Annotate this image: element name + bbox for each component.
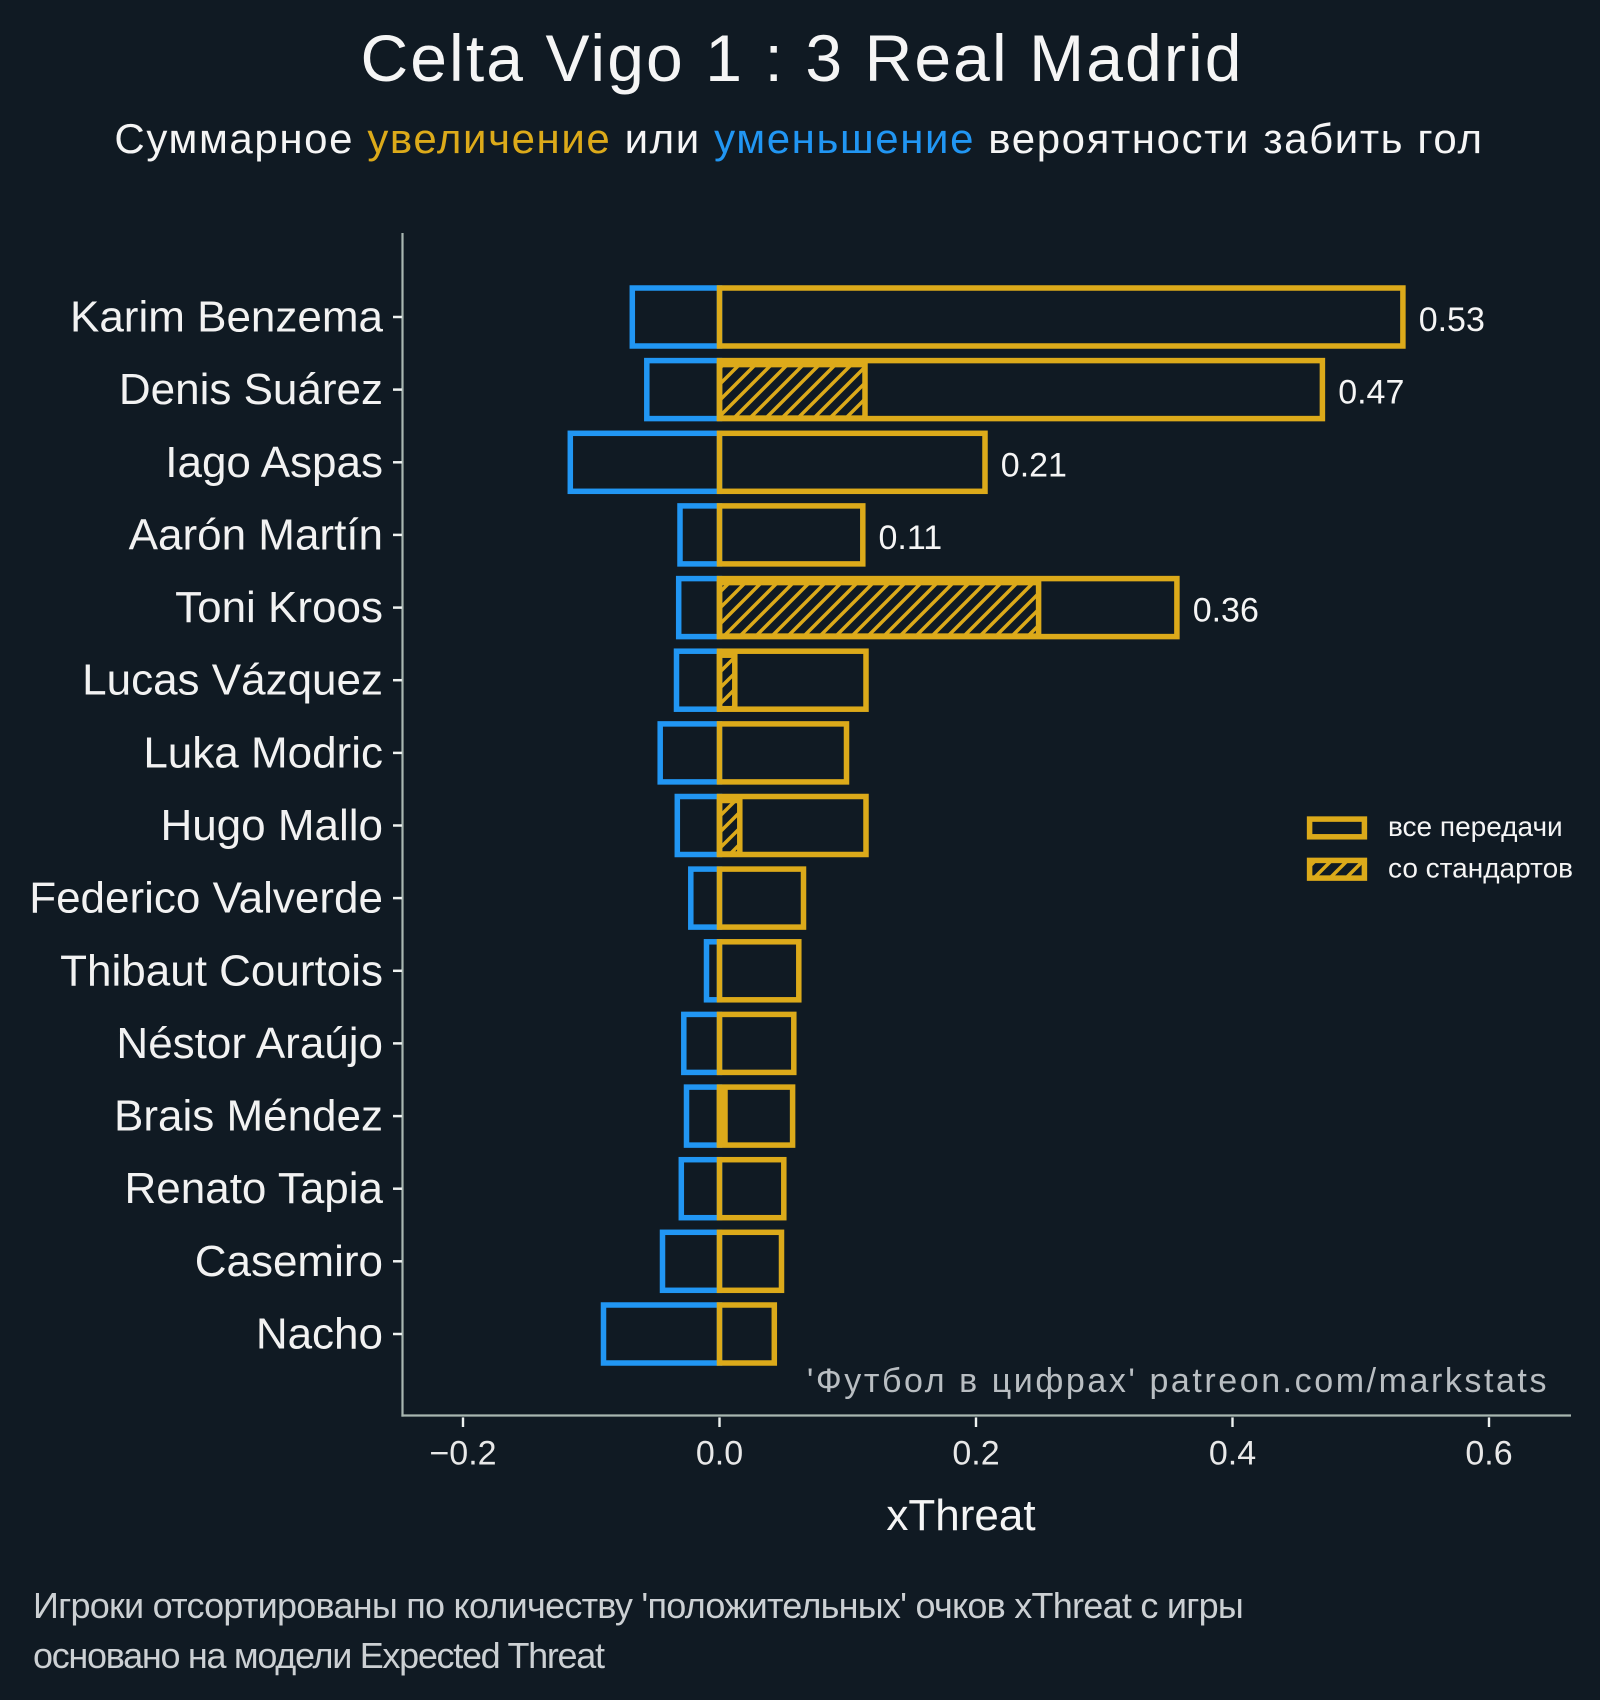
svg-text:Thibaut Courtois: Thibaut Courtois [60,946,383,995]
svg-text:со стандартов: со стандартов [1388,853,1573,884]
svg-text:0.53: 0.53 [1419,301,1485,339]
svg-text:0.11: 0.11 [879,519,943,557]
svg-text:Karim Benzema: Karim Benzema [70,293,384,342]
svg-text:Denis Suárez: Denis Suárez [119,365,383,414]
svg-text:Federico Valverde: Federico Valverde [29,874,383,923]
svg-text:0.0: 0.0 [696,1435,743,1473]
svg-text:Iago Aspas: Iago Aspas [165,438,383,487]
svg-text:0.47: 0.47 [1338,374,1404,412]
svg-text:Hugo Mallo: Hugo Mallo [160,801,383,850]
svg-text:'Футбол в цифрах' patreon.com/: 'Футбол в цифрах' patreon.com/markstats [807,1362,1549,1400]
svg-text:−0.2: −0.2 [429,1435,496,1473]
svg-text:0.21: 0.21 [1001,446,1067,484]
svg-text:0.6: 0.6 [1465,1435,1512,1473]
svg-text:Néstor Araújo: Néstor Araújo [116,1019,383,1068]
svg-text:Renato Tapia: Renato Tapia [125,1164,384,1213]
svg-text:Brais Méndez: Brais Méndez [114,1092,383,1141]
svg-text:xThreat: xThreat [886,1491,1035,1540]
svg-text:основано на модели Expected Th: основано на модели Expected Threat [33,1635,605,1676]
svg-text:0.2: 0.2 [952,1435,999,1473]
svg-text:Игроки отсортированы по количе: Игроки отсортированы по количеству 'поло… [33,1585,1243,1626]
svg-text:Nacho: Nacho [256,1310,383,1359]
svg-text:Toni Kroos: Toni Kroos [175,583,383,632]
svg-text:Aarón Martín: Aarón Martín [129,510,383,559]
svg-text:Суммарное увеличение или умень: Суммарное увеличение или уменьшение веро… [114,115,1483,162]
svg-text:Casemiro: Casemiro [195,1237,383,1286]
svg-text:Celta Vigo 1 : 3 Real Madrid: Celta Vigo 1 : 3 Real Madrid [360,21,1243,95]
svg-text:0.36: 0.36 [1193,592,1259,630]
svg-text:0.4: 0.4 [1209,1435,1256,1473]
svg-text:Luka Modric: Luka Modric [143,728,383,777]
svg-text:все передачи: все передачи [1388,811,1563,842]
svg-text:Lucas Vázquez: Lucas Vázquez [82,656,383,705]
